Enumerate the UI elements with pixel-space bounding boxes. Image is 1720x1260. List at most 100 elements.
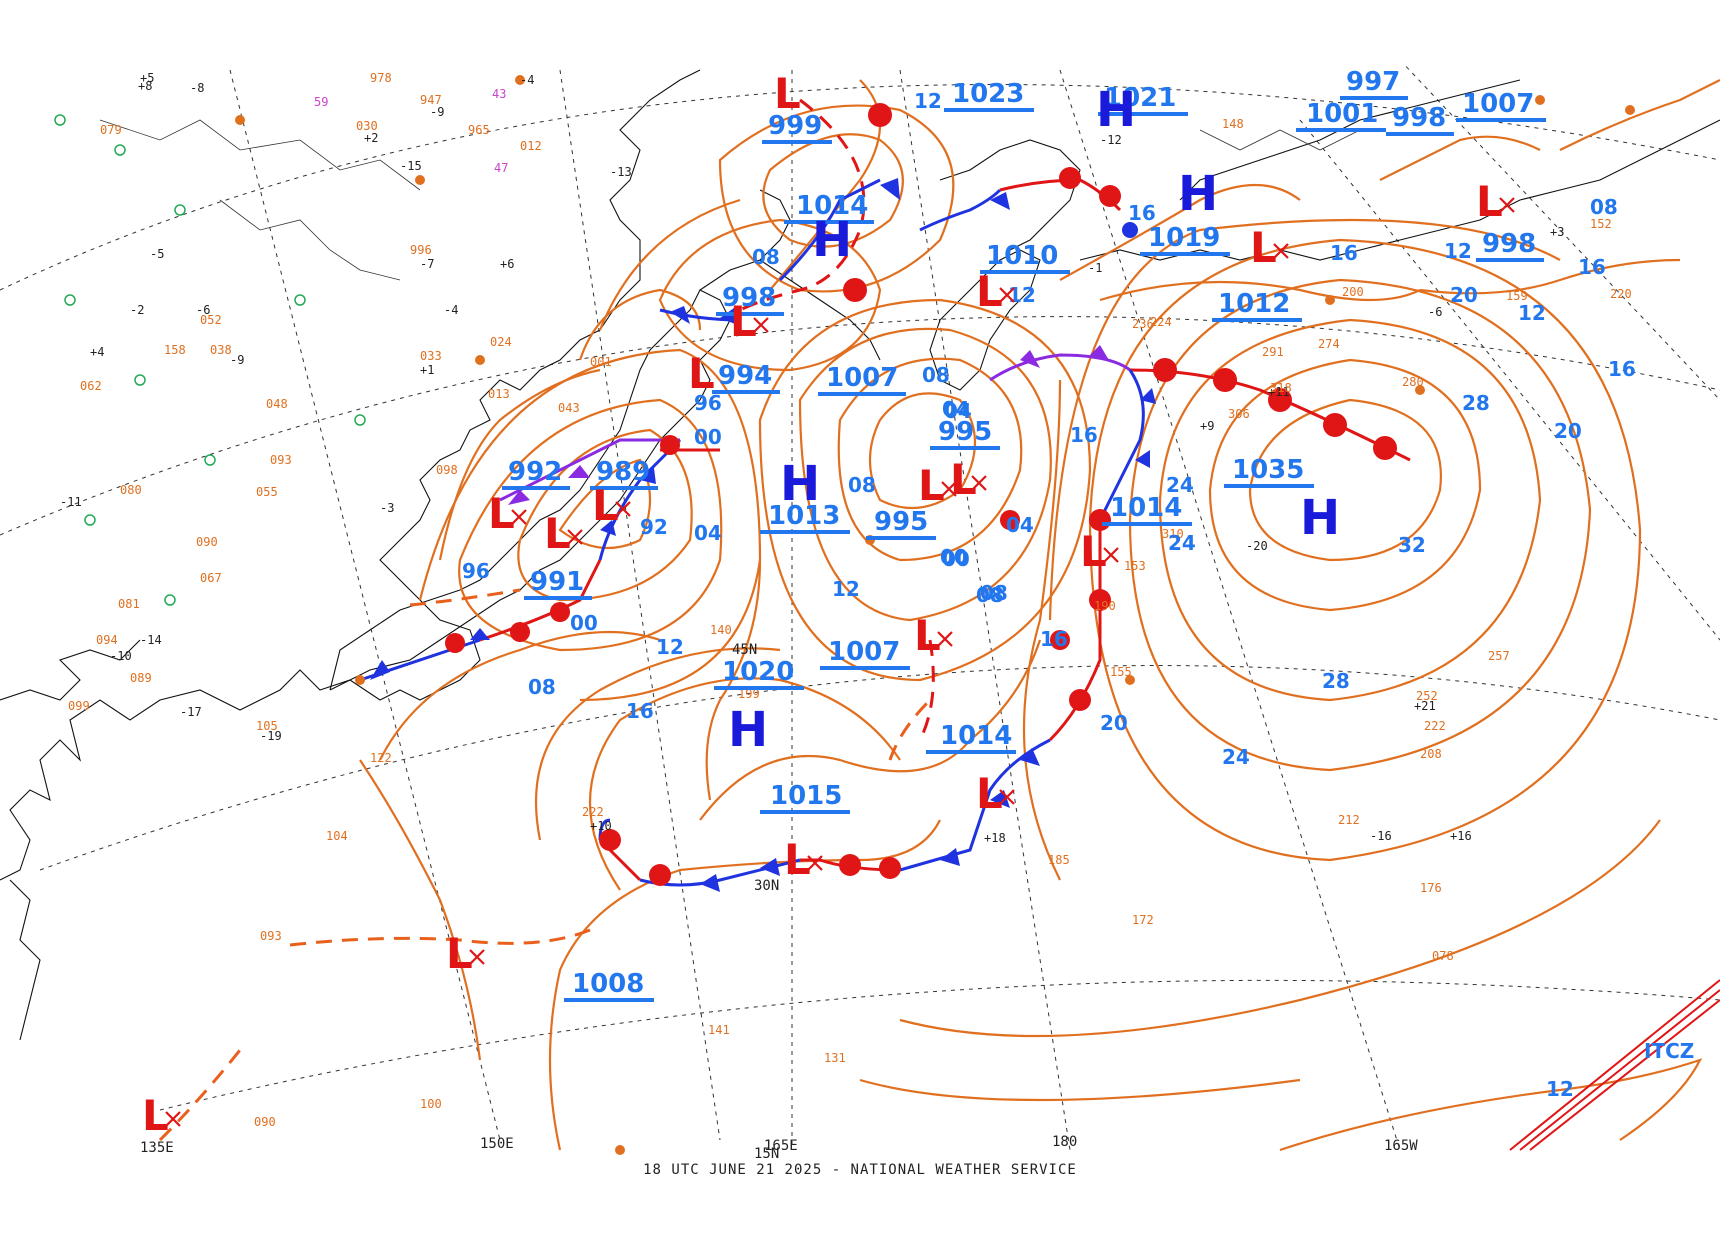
svg-text:104: 104 xyxy=(326,829,348,843)
svg-text:1014: 1014 xyxy=(796,191,868,221)
svg-text:131: 131 xyxy=(824,1051,846,1065)
svg-text:055: 055 xyxy=(256,485,278,499)
svg-text:165E: 165E xyxy=(764,1138,798,1154)
svg-text:220: 220 xyxy=(1610,287,1632,301)
svg-text:96: 96 xyxy=(694,391,722,415)
low-center: L xyxy=(1250,223,1277,272)
svg-text:996: 996 xyxy=(410,243,432,257)
svg-text:180: 180 xyxy=(1052,1134,1077,1150)
svg-text:1020: 1020 xyxy=(722,657,794,687)
svg-text:185: 185 xyxy=(1048,853,1070,867)
svg-text:159: 159 xyxy=(1506,289,1528,303)
svg-text:+9: +9 xyxy=(1200,419,1214,433)
svg-text:08: 08 xyxy=(848,473,876,497)
svg-text:92: 92 xyxy=(640,515,668,539)
svg-text:-3: -3 xyxy=(380,501,394,515)
low-center: L xyxy=(784,835,811,884)
svg-text:15N: 15N xyxy=(754,1146,779,1162)
svg-text:012: 012 xyxy=(520,139,542,153)
svg-text:-6: -6 xyxy=(196,303,210,317)
svg-text:00: 00 xyxy=(694,425,722,449)
high-center: H xyxy=(812,212,852,268)
svg-text:030: 030 xyxy=(356,119,378,133)
low-center: L xyxy=(488,489,515,538)
svg-text:067: 067 xyxy=(200,571,222,585)
svg-text:+21: +21 xyxy=(1414,699,1436,713)
svg-text:16: 16 xyxy=(1330,241,1358,265)
svg-text:1008: 1008 xyxy=(572,969,644,999)
high-center: H xyxy=(1178,166,1218,222)
svg-text:28: 28 xyxy=(1322,669,1350,693)
cold-front-6 xyxy=(1098,369,1145,521)
low-center: L xyxy=(976,769,1003,818)
svg-text:994: 994 xyxy=(718,361,772,391)
trough-1 xyxy=(739,98,866,312)
svg-text:24: 24 xyxy=(1168,531,1196,555)
borders xyxy=(99,119,1361,281)
svg-text:199: 199 xyxy=(738,687,760,701)
svg-text:318: 318 xyxy=(1270,381,1292,395)
svg-text:999: 999 xyxy=(768,111,822,141)
svg-text:-9: -9 xyxy=(430,105,444,119)
svg-text:-11: -11 xyxy=(60,495,82,509)
svg-text:16: 16 xyxy=(1128,201,1156,225)
svg-text:995: 995 xyxy=(874,507,928,537)
svg-text:165W: 165W xyxy=(1384,1138,1418,1154)
svg-text:08: 08 xyxy=(980,581,1008,605)
low-center: L xyxy=(918,461,945,510)
svg-text:150E: 150E xyxy=(480,1136,514,1152)
svg-text:001: 001 xyxy=(590,355,612,369)
svg-text:08: 08 xyxy=(1590,195,1618,219)
svg-text:048: 048 xyxy=(266,397,288,411)
svg-text:16: 16 xyxy=(1070,423,1098,447)
high-center: H xyxy=(780,456,820,512)
low-center: L xyxy=(730,297,757,346)
svg-text:1015: 1015 xyxy=(770,781,842,811)
svg-text:+18: +18 xyxy=(984,831,1006,845)
cold-front-4 xyxy=(778,178,881,282)
svg-text:310: 310 xyxy=(1162,527,1184,541)
svg-text:099: 099 xyxy=(68,699,90,713)
station-observations xyxy=(54,75,1635,1155)
svg-text:965: 965 xyxy=(468,123,490,137)
svg-text:12: 12 xyxy=(656,635,684,659)
svg-text:208: 208 xyxy=(1420,747,1442,761)
svg-text:-7: -7 xyxy=(420,257,434,271)
svg-text:00: 00 xyxy=(570,611,598,635)
svg-text:978: 978 xyxy=(370,71,392,85)
svg-text:20: 20 xyxy=(1450,283,1478,307)
svg-text:176: 176 xyxy=(1420,881,1442,895)
svg-text:04: 04 xyxy=(942,397,970,421)
svg-text:090: 090 xyxy=(254,1115,276,1129)
svg-text:32: 32 xyxy=(1398,533,1426,557)
svg-text:+10: +10 xyxy=(590,819,612,833)
svg-text:+5: +5 xyxy=(140,71,154,85)
svg-text:098: 098 xyxy=(436,463,458,477)
svg-text:236: 236 xyxy=(1132,317,1154,331)
svg-text:12: 12 xyxy=(914,89,942,113)
low-center: L xyxy=(1080,527,1107,576)
svg-text:257: 257 xyxy=(1488,649,1510,663)
svg-text:-4: -4 xyxy=(444,303,458,317)
svg-text:-2: -2 xyxy=(130,303,144,317)
svg-text:140: 140 xyxy=(710,623,732,637)
svg-text:135E: 135E xyxy=(140,1140,174,1156)
svg-text:153: 153 xyxy=(1124,559,1146,573)
svg-text:45N: 45N xyxy=(732,642,757,658)
svg-text:080: 080 xyxy=(120,483,142,497)
svg-text:024: 024 xyxy=(490,335,512,349)
svg-text:274: 274 xyxy=(1318,337,1340,351)
svg-text:-6: -6 xyxy=(1428,305,1442,319)
svg-text:078: 078 xyxy=(1432,949,1454,963)
svg-text:1007: 1007 xyxy=(1462,89,1534,119)
svg-text:100: 100 xyxy=(420,1097,442,1111)
svg-text:16: 16 xyxy=(1578,255,1606,279)
low-center: L xyxy=(592,481,619,530)
front-symbols xyxy=(370,103,1397,892)
svg-text:093: 093 xyxy=(260,929,282,943)
svg-text:052: 052 xyxy=(200,313,222,327)
svg-text:992: 992 xyxy=(508,457,562,487)
svg-text:16: 16 xyxy=(1040,627,1068,651)
svg-text:998: 998 xyxy=(1392,103,1446,133)
svg-text:081: 081 xyxy=(118,597,140,611)
